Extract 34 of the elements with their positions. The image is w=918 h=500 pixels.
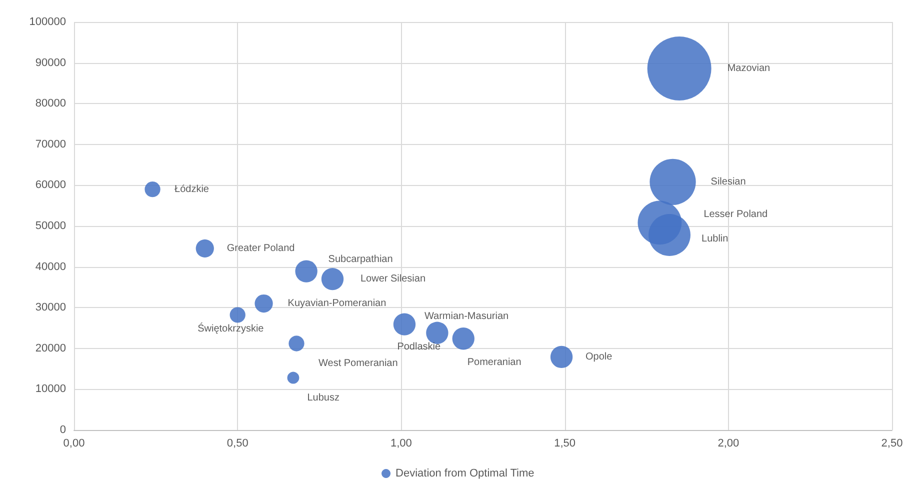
annotation: Świętokrzyskie (198, 322, 264, 334)
annotation: Subcarpathian (328, 254, 393, 265)
annotation: Łódzkie (174, 184, 210, 195)
annotation: Lubusz (307, 392, 340, 404)
annotation: Warmian-Masurian (424, 310, 509, 322)
y-tick-label: 70000 (35, 138, 66, 150)
annotation: Lesser Poland (704, 209, 768, 220)
y-tick-label: 40000 (35, 260, 66, 273)
y-tick-label: 30000 (35, 302, 66, 314)
x-tick-label: 1,50 (554, 438, 576, 450)
x-tick-label: 0,50 (226, 438, 248, 450)
annotation: Podlaskie (397, 341, 441, 352)
x-tick-label: 1,00 (390, 438, 412, 450)
annotation: West Pomeranian (318, 358, 398, 370)
y-tick-label: 60000 (35, 179, 66, 192)
annotation: Lublin (702, 233, 728, 244)
x-tick-label: 2,00 (718, 438, 740, 450)
y-tick-label: 100000 (29, 16, 66, 28)
x-tick-label: 2,50 (881, 438, 903, 450)
y-tick-label: 80000 (35, 98, 66, 110)
annotation: Silesian (710, 176, 746, 188)
y-tick-label: 0 (60, 424, 66, 436)
annotation: Kuyavian-Pomeranian (288, 298, 386, 310)
annotation: Pomeranian (467, 357, 522, 368)
y-tick-label: 90000 (35, 56, 66, 69)
annotation: Greater Poland (226, 242, 295, 254)
y-tick-label: 10000 (35, 383, 66, 396)
y-tick-label: 50000 (35, 220, 66, 232)
x-tick-label: 0,00 (63, 438, 85, 450)
annotation: Opole (586, 351, 613, 362)
y-tick-label: 20000 (35, 342, 66, 354)
legend-label: Deviation from Optimal Time (396, 468, 534, 480)
annotation: Lower Silesian (360, 274, 426, 285)
annotation: Mazovian (727, 63, 770, 74)
